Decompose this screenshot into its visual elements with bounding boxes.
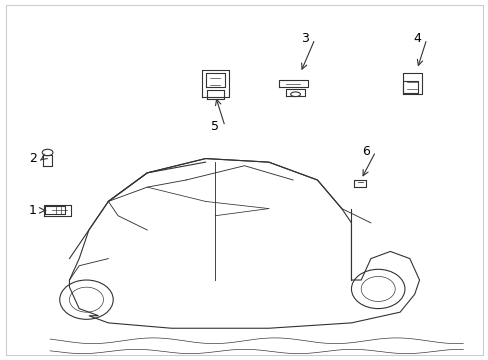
Text: 3: 3: [301, 32, 308, 45]
Text: 5: 5: [211, 120, 219, 133]
Text: 4: 4: [412, 32, 420, 45]
Text: 6: 6: [362, 145, 369, 158]
Text: 2: 2: [29, 152, 37, 165]
Text: 1: 1: [29, 204, 37, 217]
